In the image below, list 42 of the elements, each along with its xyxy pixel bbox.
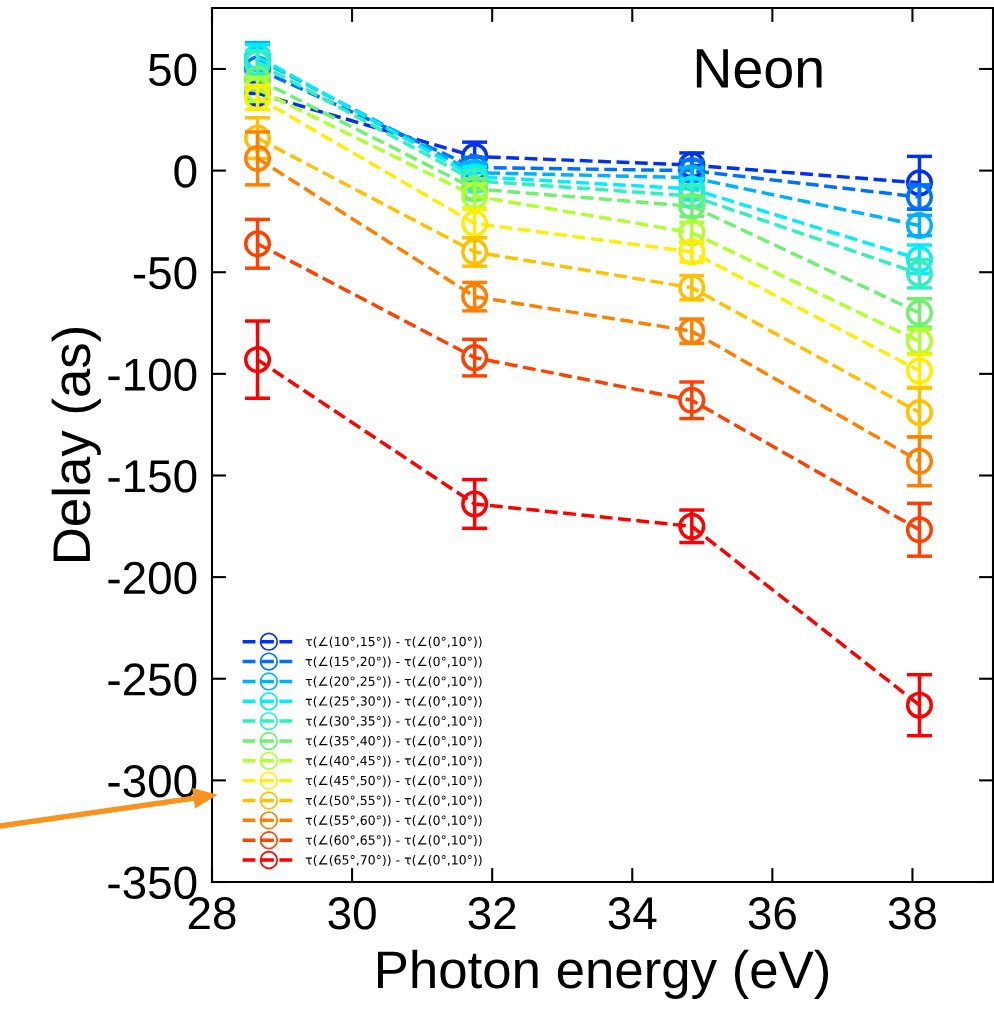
point bbox=[461, 344, 489, 372]
y-tick-label: 0 bbox=[174, 155, 197, 188]
y-tick-label: 50 bbox=[148, 53, 197, 87]
legend-label: τ(∠(15°,20°)) - τ(∠(0°,10°)) bbox=[305, 656, 482, 668]
point bbox=[905, 691, 933, 719]
point bbox=[678, 512, 706, 540]
x-tick-label: 28 bbox=[188, 897, 236, 930]
legend-label: τ(∠(40°,45°)) - τ(∠(0°,10°)) bbox=[305, 755, 482, 767]
y-tick-label: -300 bbox=[108, 764, 197, 798]
legend-label: τ(∠(10°,15°)) - τ(∠(0°,10°)) bbox=[305, 636, 482, 648]
point bbox=[461, 490, 489, 518]
point bbox=[243, 144, 272, 172]
annotation: Neon bbox=[696, 49, 822, 89]
legend-label: τ(∠(20°,25°)) - τ(∠(0°,10°)) bbox=[305, 676, 482, 688]
y-tick-label: -350 bbox=[108, 866, 197, 900]
point bbox=[905, 447, 933, 475]
y-tick-label: -250 bbox=[108, 663, 197, 696]
x-tick-label: 34 bbox=[608, 897, 657, 930]
legend-label: τ(∠(60°,65°)) - τ(∠(0°,10°)) bbox=[305, 835, 482, 847]
legend-label: τ(∠(45°,50°)) - τ(∠(0°,10°)) bbox=[305, 775, 482, 787]
legend-label: τ(∠(55°,60°)) - τ(∠(0°,10°)) bbox=[305, 815, 482, 827]
point bbox=[905, 398, 933, 427]
point bbox=[243, 230, 272, 258]
y-tick-label: -150 bbox=[108, 460, 197, 493]
legend-label: τ(∠(35°,40°)) - τ(∠(0°,10°)) bbox=[305, 735, 482, 747]
point bbox=[678, 386, 706, 414]
x-tick-label: 32 bbox=[468, 897, 516, 930]
point bbox=[243, 346, 272, 374]
x-tick-label: 38 bbox=[888, 897, 936, 930]
x-axis-title: Photon energy (eV) bbox=[378, 949, 829, 999]
y-tick-label: -100 bbox=[108, 358, 197, 391]
legend-label: τ(∠(50°,55°)) - τ(∠(0°,10°)) bbox=[305, 795, 482, 807]
legend-label: τ(∠(30°,35°)) - τ(∠(0°,10°)) bbox=[305, 715, 482, 728]
point bbox=[905, 516, 933, 544]
y-tick-label: -50 bbox=[133, 256, 197, 290]
x-tick-label: 30 bbox=[328, 897, 376, 930]
point bbox=[905, 357, 933, 385]
y-tick-label: -200 bbox=[108, 561, 197, 595]
y-axis-title: Delay (as) bbox=[51, 328, 101, 561]
x-tick-label: 36 bbox=[748, 897, 796, 930]
legend-label: τ(∠(65°,70°)) - τ(∠(0°,10°)) bbox=[305, 854, 482, 867]
legend-label: τ(∠(25°,30°)) - τ(∠(0°,10°)) bbox=[305, 696, 482, 708]
